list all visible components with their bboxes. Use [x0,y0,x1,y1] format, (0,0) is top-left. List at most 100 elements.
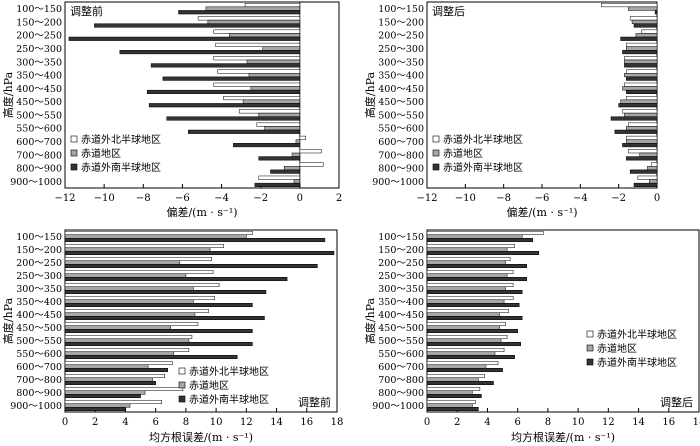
legend-label-north: 赤道外北半球地区 [443,133,523,146]
bar-equator [626,126,658,131]
bar-north [426,243,515,248]
bar-equator [426,351,496,356]
bar-south [426,381,494,386]
legend-label-north: 赤道外北半球地区 [81,133,161,146]
x-tick-label: −8 [136,193,151,204]
category-label: 100～150 [16,232,62,243]
bar-north [64,295,215,300]
x-tick-label: 2 [454,417,460,428]
bar-north [64,386,184,391]
bar-south [622,143,658,148]
category-label: 450～500 [378,97,424,108]
x-tick-label: −6 [175,193,190,204]
category-label: 500～550 [378,110,424,121]
bar-equator [64,234,247,239]
x-tick-label: 16 [662,417,675,428]
bar-south [64,316,265,321]
category-label: 300～350 [378,57,424,68]
bar-equator [258,112,301,117]
category-label: 300～350 [16,57,62,68]
category-label: 350～400 [16,71,62,82]
panel-label: 调整后 [432,4,465,18]
category-label: 250～300 [378,271,424,282]
category-label: 550～600 [378,124,424,135]
category-label: 250～300 [16,44,62,55]
bar-south [233,143,301,148]
x-axis-title: 偏差/(m · s⁻¹) [506,205,577,219]
category-label: 500～550 [16,110,62,121]
bar-north [626,96,658,101]
bar-north [64,360,173,365]
x-tick-label: −6 [535,193,550,204]
legend-label-south: 赤道外南半球地区 [81,161,161,174]
category-label: 900～1000 [372,177,424,188]
bar-south [178,10,301,15]
x-tick-label: 0 [424,417,430,428]
bar-north [626,69,658,74]
bar-south [622,50,658,55]
bar-north [426,373,485,378]
bar-north [426,399,476,404]
panel-bias-before: −12 −10 −8 −6 −4 −2 0 2 100～150 150～200 200～250 250… [1,1,342,219]
bar-equator [426,364,487,369]
bar-north [213,29,301,34]
x-tick-label: 4 [484,417,490,428]
panel-bias-after: −12 −10 −8 −6 −4 −2 0 100～150 150～200 200～250 250～… [363,1,660,219]
bar-south [64,264,318,269]
bar-south [426,316,523,321]
category-label: 800～900 [378,164,424,175]
bar-south [426,238,534,243]
bar-north [626,42,658,47]
legend-swatch-south [70,163,78,171]
category-label: 350～400 [378,297,424,308]
bar-south [64,381,156,386]
bar-north [64,347,190,352]
bar-equator [242,99,301,104]
x-tick-label: −10 [94,193,115,204]
bar-north [299,149,322,154]
bar-south [64,251,335,256]
x-tick-label: −12 [416,193,437,204]
category-label: 300～350 [378,284,424,295]
legend-swatch-equator [70,149,78,157]
bar-north [64,243,224,248]
category-label: 450～500 [378,323,424,334]
bar-equator [426,338,502,343]
bar-equator [248,73,301,78]
x-tick-label: −2 [253,193,268,204]
category-label: 200～250 [378,31,424,42]
bar-south [162,76,301,81]
bar-south [94,23,301,28]
bar-north [64,282,220,287]
bar-south [148,103,301,108]
category-label: 600～700 [16,137,62,148]
bar-south [64,394,141,399]
bar-north [651,162,658,167]
x-tick-label: 6 [152,417,158,428]
bar-south [64,277,288,282]
category-label: 150～200 [16,245,62,256]
bar-north [64,269,214,274]
bar-equator [426,299,505,304]
category-label: 700～800 [16,150,62,161]
category-label: 350～400 [378,71,424,82]
legend-label-north: 赤道外北半球地区 [189,365,269,378]
x-tick-label: −8 [496,193,511,204]
category-label: 100～150 [378,4,424,15]
bar-equator [626,46,658,51]
bar-south [166,116,301,121]
legend-swatch-south [586,358,594,366]
x-axis-title: 均方根误差/(m · s⁻¹) [149,430,253,444]
category-label: 500～550 [16,336,62,347]
bar-north [628,122,658,127]
bar-south [254,182,301,187]
category-label: 450～500 [16,97,62,108]
y-axis-title: 高度/hPa [363,71,377,118]
category-label: 600～700 [16,362,62,373]
bar-north [64,321,199,326]
bar-south [426,251,540,256]
bar-equator [631,19,658,24]
bar-north [238,109,301,114]
bar-equator [639,152,658,157]
